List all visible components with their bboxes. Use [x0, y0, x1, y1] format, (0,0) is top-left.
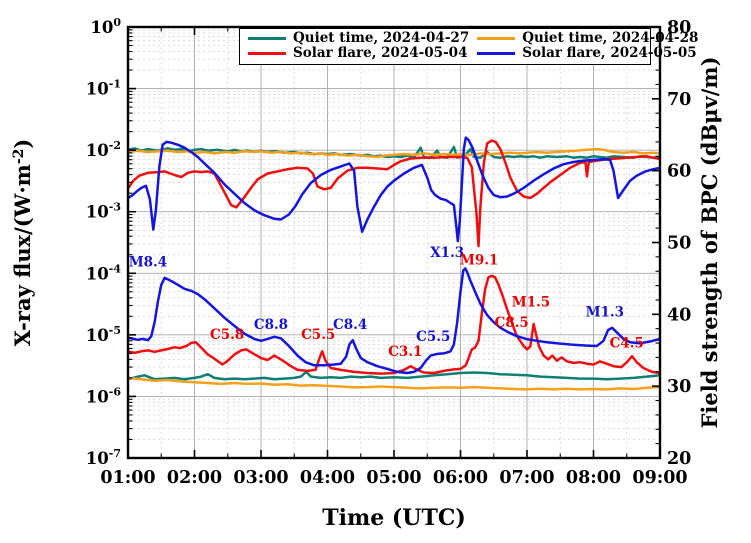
- svg-text:10-5: 10-5: [86, 324, 121, 345]
- svg-text:01:00: 01:00: [100, 468, 155, 488]
- legend-item-flare-2024-05-04: Solar flare, 2024-05-04: [248, 46, 469, 61]
- svg-text:20: 20: [667, 449, 691, 469]
- svg-text:C5.8: C5.8: [210, 327, 244, 343]
- svg-text:50: 50: [667, 234, 691, 254]
- svg-text:07:00: 07:00: [499, 468, 554, 488]
- svg-text:10-6: 10-6: [86, 385, 122, 406]
- legend-item-quiet-2024-04-28: Quiet time, 2024-04-28: [477, 31, 698, 46]
- svg-text:70: 70: [667, 90, 691, 110]
- legend-label: Quiet time, 2024-04-27: [293, 29, 470, 46]
- svg-text:C5.5: C5.5: [301, 327, 335, 343]
- legend-item-flare-2024-05-05: Solar flare, 2024-05-05: [477, 46, 698, 61]
- legend-label: Quiet time, 2024-04-28: [522, 29, 699, 46]
- svg-text:10-3: 10-3: [86, 201, 121, 222]
- svg-text:M9.1: M9.1: [460, 252, 498, 268]
- svg-text:100: 100: [90, 16, 121, 37]
- svg-text:X1.3: X1.3: [430, 245, 464, 261]
- svg-text:60: 60: [667, 162, 691, 182]
- svg-text:X-ray flux/(W·m-2): X-ray flux/(W·m-2): [10, 139, 35, 347]
- svg-text:10-1: 10-1: [86, 78, 121, 99]
- legend-line-swatch: [477, 36, 516, 41]
- svg-text:05:00: 05:00: [366, 468, 421, 488]
- legend-line-swatch: [248, 36, 286, 41]
- svg-text:Time (UTC): Time (UTC): [322, 505, 466, 531]
- svg-text:C3.1: C3.1: [388, 344, 422, 360]
- svg-text:06:00: 06:00: [433, 468, 488, 488]
- svg-text:M8.4: M8.4: [129, 254, 167, 270]
- legend-label: Solar flare, 2024-05-05: [522, 44, 697, 61]
- svg-text:C8.4: C8.4: [333, 317, 367, 333]
- svg-text:10-2: 10-2: [86, 139, 121, 160]
- svg-text:03:00: 03:00: [233, 468, 288, 488]
- svg-text:M1.5: M1.5: [512, 294, 550, 310]
- legend-item-quiet-2024-04-27: Quiet time, 2024-04-27: [248, 31, 469, 46]
- svg-text:M1.3: M1.3: [586, 304, 624, 320]
- svg-text:C8.8: C8.8: [254, 317, 288, 333]
- svg-text:80: 80: [667, 18, 691, 38]
- svg-text:10-7: 10-7: [86, 447, 121, 468]
- svg-text:C4.5: C4.5: [610, 336, 644, 352]
- chart-legend: Quiet time, 2024-04-27 Quiet time, 2024-…: [239, 28, 698, 65]
- legend-line-swatch: [477, 51, 516, 56]
- svg-text:08:00: 08:00: [566, 468, 621, 488]
- legend-line-swatch: [248, 51, 286, 56]
- svg-text:30: 30: [667, 377, 691, 397]
- svg-text:C5.5: C5.5: [416, 329, 450, 345]
- svg-text:C8.5: C8.5: [495, 315, 529, 331]
- svg-text:04:00: 04:00: [300, 468, 355, 488]
- svg-text:40: 40: [667, 305, 691, 325]
- svg-text:10-4: 10-4: [86, 262, 122, 283]
- legend-label: Solar flare, 2024-05-04: [293, 44, 468, 61]
- svg-text:02:00: 02:00: [167, 468, 222, 488]
- svg-text:Field strength of BPC (dBμv/m): Field strength of BPC (dBμv/m): [697, 56, 722, 428]
- svg-text:09:00: 09:00: [632, 468, 687, 488]
